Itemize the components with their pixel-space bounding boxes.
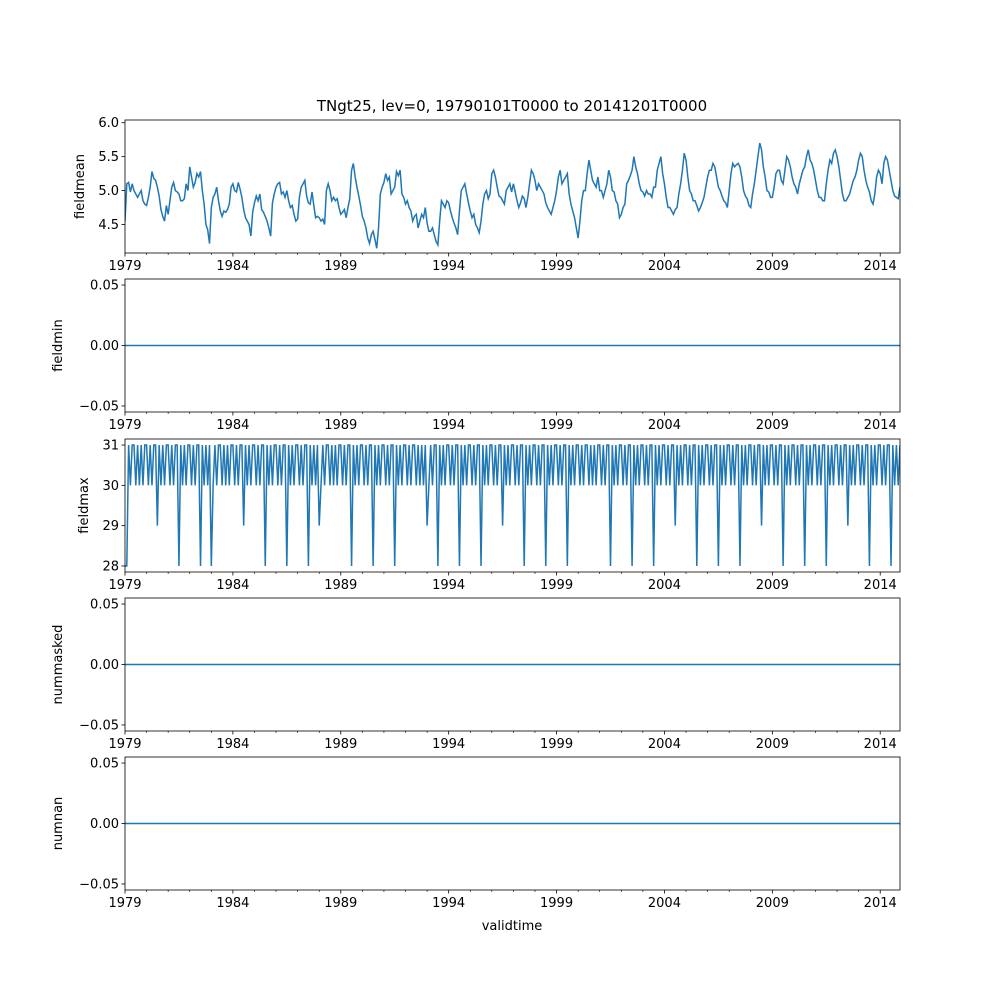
y-tick-label: 0.05 [90, 757, 119, 772]
x-tick-label: 2014 [864, 418, 897, 433]
x-tick-label: 2004 [648, 896, 681, 911]
y-tick-label: −0.05 [79, 877, 119, 892]
y-tick-label: −0.05 [79, 399, 119, 414]
x-tick-label: 1984 [216, 896, 249, 911]
y-axis-label: fieldmean [73, 154, 88, 219]
x-tick-label: 2014 [864, 578, 897, 593]
y-axis-label: nummasked [51, 625, 66, 705]
axes-frame [124, 438, 901, 573]
x-tick-label: 1979 [108, 737, 141, 752]
x-tick-label: 2014 [864, 737, 897, 752]
x-axis-label: validtime [482, 919, 543, 934]
x-tick-label: 1989 [324, 578, 357, 593]
y-tick-label: 5.0 [98, 184, 119, 199]
y-tick-label: 28 [102, 559, 119, 574]
panel-numnan: −0.05 0.00 0.05 1979 1984 1989 1994 1999 2004 200… [51, 757, 901, 911]
x-tick-label: 1999 [540, 737, 573, 752]
y-tick-label: 0.00 [90, 658, 119, 673]
x-tick-label: 1994 [432, 737, 465, 752]
x-tick-label: 2004 [648, 737, 681, 752]
y-tick-label: 31 [102, 439, 119, 454]
y-tick-label: 0.00 [90, 817, 119, 832]
y-tick-label: 6.0 [98, 116, 119, 131]
x-tick-label: 2004 [648, 578, 681, 593]
x-tick-label: 1979 [108, 896, 141, 911]
x-tick-label: 2009 [756, 896, 789, 911]
x-tick-label: 1984 [216, 259, 249, 274]
x-tick-label: 1984 [216, 737, 249, 752]
panel-fieldmin: −0.05 0.00 0.05 1979 1984 1989 1994 1999 2004 200… [51, 279, 901, 433]
y-axis-label: fieldmax [77, 477, 92, 534]
y-tick-label: 0.05 [90, 598, 119, 613]
y-tick-label: 4.5 [98, 218, 119, 233]
x-tick-label: 2014 [864, 896, 897, 911]
x-tick-label: 2004 [648, 418, 681, 433]
x-tick-label: 1999 [540, 578, 573, 593]
x-tick-label: 1979 [108, 259, 141, 274]
y-tick-label: 5.5 [98, 150, 119, 165]
panel-nummasked: −0.05 0.00 0.05 1979 1984 1989 1994 1999 2004 200… [51, 598, 901, 752]
x-tick-label: 1984 [216, 578, 249, 593]
x-tick-label: 1994 [432, 418, 465, 433]
series-line-fieldmean [125, 142, 900, 249]
x-tick-label: 2009 [756, 737, 789, 752]
y-tick-label: 29 [102, 519, 119, 534]
panel-fieldmax: 28 29 30 31 1979 1984 1989 1994 1999 2004 2009 2014… [77, 438, 901, 593]
chart-title: TNgt25, lev=0, 19790101T0000 to 20141201… [316, 97, 707, 115]
x-tick-label: 1999 [540, 259, 573, 274]
x-tick-label: 1989 [324, 259, 357, 274]
x-tick-label: 1979 [108, 578, 141, 593]
y-tick-label: −0.05 [79, 718, 119, 733]
x-tick-label: 2014 [864, 259, 897, 274]
x-tick-label: 1984 [216, 418, 249, 433]
x-tick-label: 1999 [540, 896, 573, 911]
x-tick-label: 1979 [108, 418, 141, 433]
y-axis-label: numnan [51, 797, 66, 851]
x-tick-label: 2009 [756, 259, 789, 274]
x-tick-label: 1989 [324, 896, 357, 911]
x-tick-label: 1989 [324, 418, 357, 433]
y-tick-label: 0.05 [90, 279, 119, 294]
x-tick-label: 1999 [540, 418, 573, 433]
x-tick-label: 1994 [432, 896, 465, 911]
x-tick-label: 1989 [324, 737, 357, 752]
panel-fieldmean: 4.5 5.0 5.5 6.0 1979 1984 1989 1994 1999 2004 2009… [73, 116, 901, 274]
x-tick-label: 1994 [432, 259, 465, 274]
x-tick-label: 1994 [432, 578, 465, 593]
series-line-fieldmax [125, 444, 900, 567]
x-tick-label: 2009 [756, 578, 789, 593]
x-tick-label: 2004 [648, 259, 681, 274]
axes-frame [124, 119, 901, 254]
x-tick-label: 2009 [756, 418, 789, 433]
y-tick-label: 30 [102, 479, 119, 494]
y-axis-label: fieldmin [51, 319, 66, 372]
y-tick-label: 0.00 [90, 339, 119, 354]
